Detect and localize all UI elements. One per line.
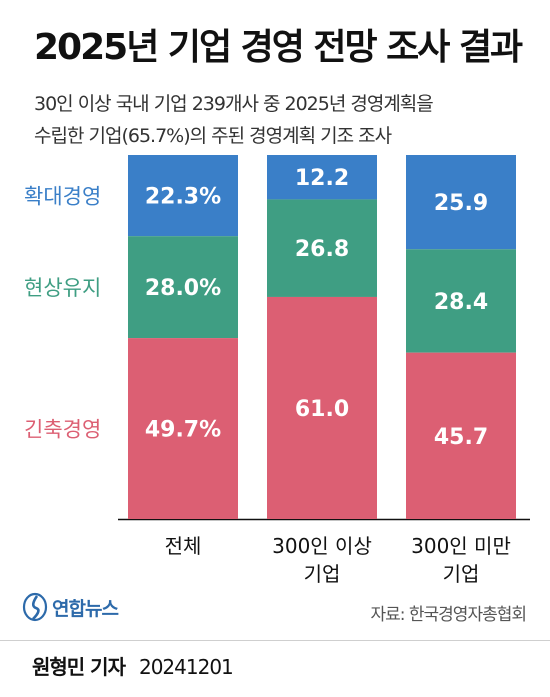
stacked-bar-chart: 22.3% 28.0% 49.7% 전체 12.2 26.8 61.0 300인 이상 기업 25…: [24, 155, 530, 586]
bar-value-label-1-0: 28.0%: [145, 276, 221, 301]
category-label-1: 300인 이상 기업: [272, 534, 372, 586]
yonhap-logo-text: 연합뉴스: [52, 597, 119, 620]
yonhap-logo-icon: [22, 592, 48, 622]
source-note: 자료: 한국경영자총협회: [370, 605, 527, 625]
chart-title: 2025년 기업 경영 전망 조사 결과: [34, 27, 523, 68]
bar-segment-확대경영-1: [267, 155, 377, 200]
subtitle-line-1: 30인 이상 국내 기업 239개사 중 2025년 경영계획을: [34, 93, 434, 115]
yonhap-logo: 연합뉴스: [22, 592, 119, 622]
bar-value-label-2-0: 49.7%: [145, 418, 221, 443]
byline-date: 20241201: [138, 655, 234, 679]
bar-value-label-2-2: 45.7: [434, 425, 488, 450]
legend-label-현상유지: 현상유지: [24, 276, 101, 300]
bar-segment-확대경영-2: [406, 155, 516, 250]
byline: 원형민 기자 20241201: [32, 651, 234, 680]
bar-segment-긴축경영-2: [406, 352, 516, 519]
category-label-2: 300인 미만 기업: [411, 534, 511, 586]
bar-segment-현상유지-0: [128, 236, 238, 339]
bar-segment-긴축경영-1: [267, 296, 377, 519]
bar-segment-긴축경영-0: [128, 338, 238, 519]
bar-value-label-1-1: 26.8: [295, 237, 349, 262]
subtitle-line-2: 수립한 기업(65.7%)의 주된 경영계획 기조 조사: [34, 125, 392, 147]
legend-label-확대경영: 확대경영: [24, 185, 101, 209]
bar-segment-현상유지-2: [406, 249, 516, 353]
chart-subtitle: 30인 이상 국내 기업 239개사 중 2025년 경영계획을 수립한 기업(…: [34, 88, 434, 152]
bar-value-label-2-1: 61.0: [295, 397, 349, 422]
bar-segment-확대경영-0: [128, 155, 238, 237]
legend-label-긴축경영: 긴축경영: [24, 418, 101, 442]
category-label-0: 전체: [165, 534, 202, 558]
bar-value-label-0-2: 25.9: [434, 191, 488, 216]
bar-segment-현상유지-1: [267, 199, 377, 297]
footer-divider: [0, 640, 550, 641]
bar-value-label-0-1: 12.2: [295, 166, 349, 191]
byline-author: 원형민 기자: [32, 655, 126, 679]
bar-value-label-0-0: 22.3%: [145, 185, 221, 210]
bar-value-label-1-2: 28.4: [434, 290, 488, 315]
